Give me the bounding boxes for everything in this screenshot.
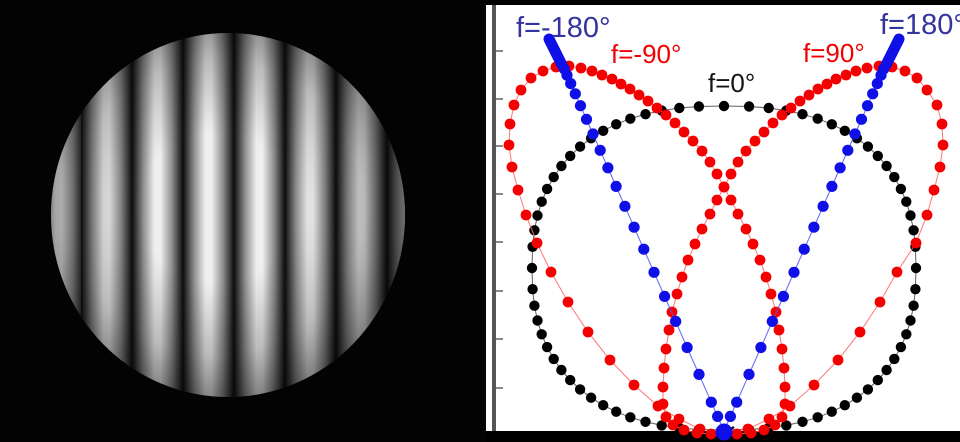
series-f=-90 xyxy=(503,60,791,440)
blue-cap-left xyxy=(543,33,568,71)
annotation-m180: f=-180° xyxy=(516,12,611,44)
annotation-p180: f=180° xyxy=(880,9,960,41)
origin-blob xyxy=(715,423,733,441)
annotation-p0: f=0° xyxy=(708,68,756,98)
annotation-p90: f=90° xyxy=(803,38,865,68)
series-f=90 xyxy=(657,60,949,440)
interferogram-panel xyxy=(51,33,405,397)
interferogram-vignette xyxy=(51,33,405,397)
annotation-m90: f=-90° xyxy=(611,39,682,69)
blue-cap-right xyxy=(880,33,905,71)
series-f=-180 xyxy=(558,63,730,437)
